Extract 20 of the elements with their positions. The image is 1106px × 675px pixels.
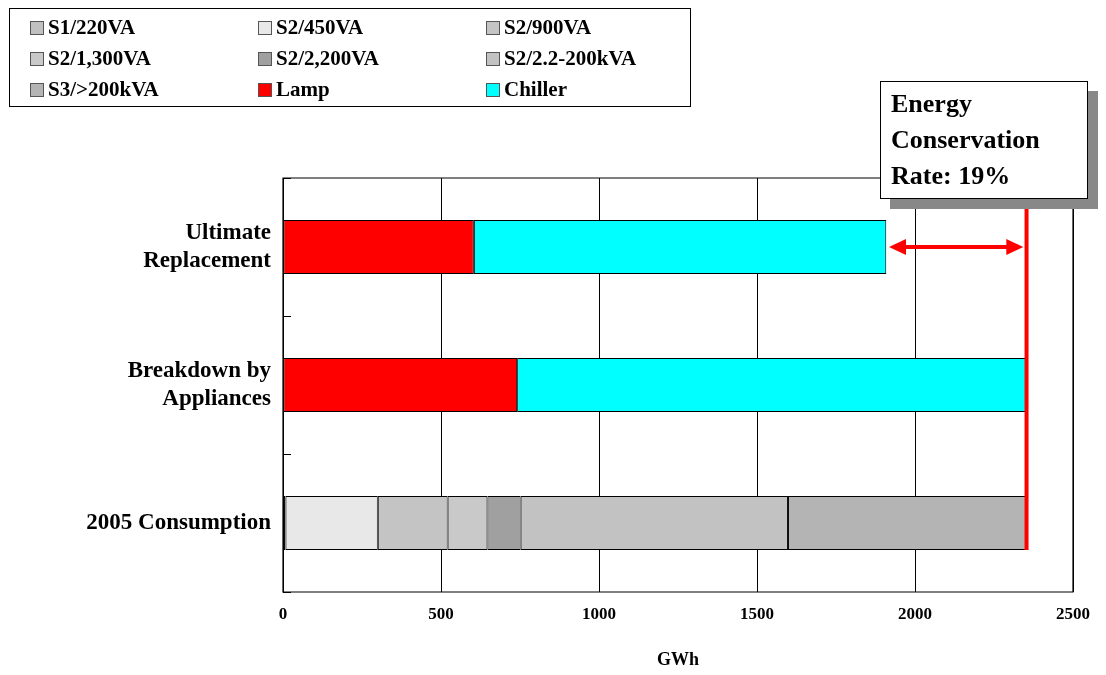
legend-label: S2/2.2-200kVA — [504, 46, 637, 71]
x-tick-label: 2500 — [1056, 603, 1090, 623]
legend-label: S2/900VA — [504, 15, 592, 40]
legend-label: Lamp — [276, 77, 330, 102]
x-axis-title: GWh — [656, 648, 700, 669]
x-tick-label: 1000 — [582, 603, 616, 623]
annotation: Energy Conservation Rate: 19% — [880, 81, 1088, 199]
y-tick-label: 2005 Consumption — [86, 508, 272, 534]
legend-label: S2/450VA — [276, 15, 364, 40]
x-tick-label: 2000 — [898, 603, 932, 623]
y-tick-label: Breakdown by Appliances — [127, 357, 272, 410]
legend-label: S2/2,200VA — [276, 46, 379, 71]
x-tick-label: 500 — [428, 603, 454, 623]
x-tick-label: 0 — [278, 603, 288, 623]
legend-label: S3/>200kVA — [48, 77, 159, 102]
legend-label: S2/1,300VA — [48, 46, 151, 71]
y-tick-label: Ultimate Replacement — [143, 219, 272, 272]
legend-label: Chiller — [504, 77, 567, 102]
legend-label: S1/220VA — [48, 15, 136, 40]
x-tick-label: 1500 — [740, 603, 774, 623]
